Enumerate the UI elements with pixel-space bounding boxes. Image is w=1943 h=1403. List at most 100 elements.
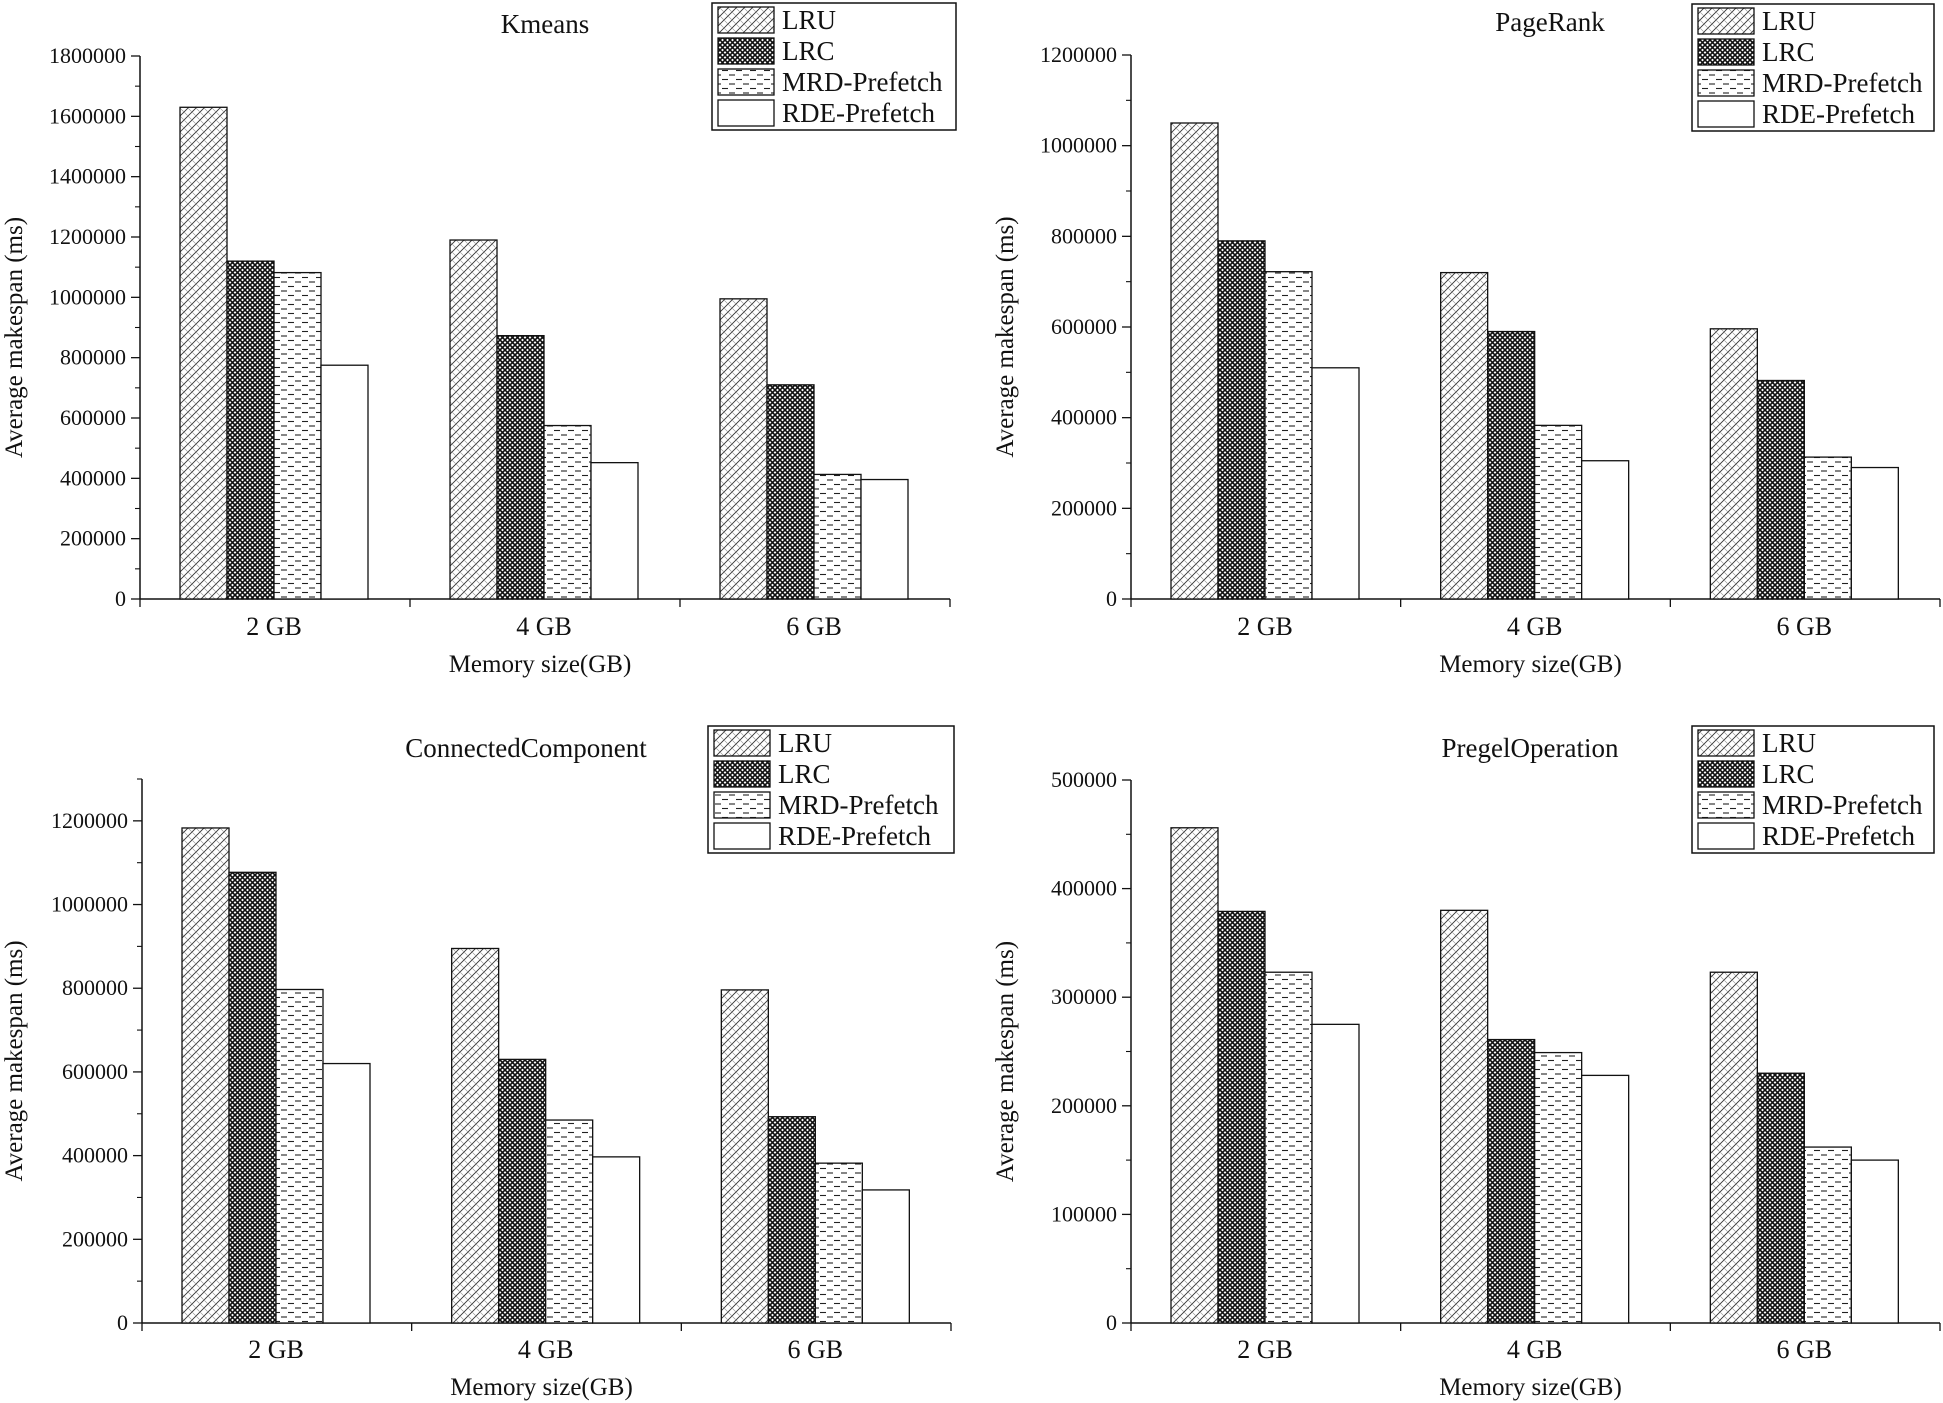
legend-label-mrd-prefetch: MRD-Prefetch (1762, 68, 1923, 98)
y-tick-label: 100000 (1051, 1201, 1117, 1226)
legend-swatch-lru (1697, 7, 1755, 35)
bar-lru (1709, 971, 1758, 1324)
y-tick-label: 200000 (62, 1226, 128, 1251)
legend-swatch-mrd-prefetch (1697, 791, 1755, 819)
bar-rde-prefetch (1850, 466, 1899, 600)
y-tick-label: 1200000 (49, 224, 126, 249)
y-tick-label: 1400000 (49, 164, 126, 189)
x-category-label: 2 GB (1237, 612, 1293, 641)
bar-lrc (767, 1116, 816, 1324)
bar-rde-prefetch (860, 478, 909, 600)
bar-lrc (1487, 330, 1536, 600)
chart-pagerank: 0 200000 400000 600000 800000 1000000 1200000 2… (992, 3, 1941, 678)
chart-pregel-operation: 0 100000 200000 300000 400000 500000 2 GB 4 GB 6… (992, 725, 1941, 1401)
bar-lrc (1217, 240, 1266, 600)
y-tick-label: 200000 (60, 526, 126, 551)
bar-lru (179, 106, 228, 600)
bar-rde-prefetch (592, 1156, 641, 1324)
legend-label-lru: LRU (778, 728, 832, 758)
chart-title: PageRank (1495, 7, 1605, 37)
legend-swatch-lrc (1697, 38, 1755, 66)
bar-mrd-prefetch (273, 271, 322, 600)
bar-lru (1709, 328, 1758, 600)
x-category-label: 6 GB (1777, 612, 1833, 641)
bar-mrd-prefetch (545, 1119, 594, 1324)
chart-title: Kmeans (501, 9, 589, 39)
x-axis-title: Memory size(GB) (450, 1374, 633, 1401)
y-tick-label: 500000 (1051, 767, 1117, 792)
bar-rde-prefetch (861, 1189, 910, 1324)
bar-lru (451, 947, 500, 1324)
chart-connected-component: 0 200000 400000 600000 800000 1000000 1200000 2… (1, 725, 955, 1401)
x-category-label: 4 GB (516, 612, 572, 641)
bar-mrd-prefetch (1534, 1051, 1583, 1324)
bar-lrc (1217, 910, 1266, 1324)
legend-label-rde-prefetch: RDE-Prefetch (782, 98, 935, 128)
legend-swatch-lru (717, 6, 775, 34)
legend-swatch-lrc (1697, 760, 1755, 788)
legend-label-lrc: LRC (778, 759, 831, 789)
y-tick-label: 400000 (60, 465, 126, 490)
legend-swatch-rde-prefetch (1697, 100, 1755, 128)
legend-swatch-rde-prefetch (713, 822, 771, 850)
bar-rde-prefetch (320, 364, 369, 600)
bar-lru (1170, 827, 1219, 1324)
y-tick-label: 0 (1106, 586, 1117, 611)
y-tick-label: 1200000 (51, 808, 128, 833)
bar-mrd-prefetch (814, 1162, 863, 1324)
bar-rde-prefetch (1311, 1023, 1360, 1324)
bar-rde-prefetch (590, 461, 639, 600)
legend-label-lrc: LRC (1762, 37, 1815, 67)
legend-label-lrc: LRC (782, 36, 835, 66)
bar-lru (181, 827, 230, 1324)
y-tick-label: 200000 (1051, 495, 1117, 520)
y-tick-label: 1000000 (49, 284, 126, 309)
x-category-label: 6 GB (1777, 1335, 1833, 1364)
legend-label-rde-prefetch: RDE-Prefetch (1762, 99, 1915, 129)
x-axis-title: Memory size(GB) (1439, 1374, 1622, 1401)
x-axis-title: Memory size(GB) (449, 651, 632, 678)
bar-mrd-prefetch (1803, 456, 1852, 600)
bar-mrd-prefetch (1264, 971, 1313, 1324)
legend-label-mrd-prefetch: MRD-Prefetch (778, 790, 939, 820)
y-tick-label: 1800000 (49, 43, 126, 68)
bar-rde-prefetch (322, 1062, 371, 1324)
y-tick-label: 0 (1106, 1310, 1117, 1335)
x-category-label: 2 GB (246, 612, 302, 641)
legend-label-lru: LRU (1762, 728, 1816, 758)
y-tick-label: 1000000 (51, 892, 128, 917)
chart-kmeans: 0 200000 400000 600000 800000 1000000 1200000 1… (1, 2, 957, 678)
x-category-label: 4 GB (1507, 612, 1563, 641)
bar-mrd-prefetch (1803, 1146, 1852, 1324)
y-tick-label: 600000 (62, 1059, 128, 1084)
bar-lrc (766, 384, 815, 600)
bar-lrc (498, 1058, 547, 1324)
legend-label-lru: LRU (1762, 6, 1816, 36)
bar-mrd-prefetch (1534, 424, 1583, 600)
y-tick-label: 300000 (1051, 984, 1117, 1009)
bar-lrc (226, 260, 275, 600)
y-axis-title: Average makespan (ms) (992, 216, 1019, 457)
legend-swatch-lrc (713, 760, 771, 788)
y-tick-label: 600000 (60, 405, 126, 430)
bar-lrc (1756, 379, 1805, 600)
legend-swatch-mrd-prefetch (713, 791, 771, 819)
chart-title: ConnectedComponent (405, 733, 647, 763)
y-tick-label: 0 (115, 586, 126, 611)
legend-label-lrc: LRC (1762, 759, 1815, 789)
bar-rde-prefetch (1581, 1074, 1630, 1324)
bar-mrd-prefetch (275, 988, 324, 1324)
y-axis-title: Average makespan (ms) (992, 941, 1019, 1182)
y-tick-label: 400000 (62, 1143, 128, 1168)
bar-lru (1440, 271, 1489, 600)
legend-swatch-rde-prefetch (717, 99, 775, 127)
bar-lru (1440, 909, 1489, 1324)
legend-swatch-mrd-prefetch (1697, 69, 1755, 97)
bar-lrc (1756, 1072, 1805, 1324)
y-tick-label: 200000 (1051, 1093, 1117, 1118)
y-tick-label: 800000 (62, 975, 128, 1000)
bar-lrc (228, 871, 277, 1324)
